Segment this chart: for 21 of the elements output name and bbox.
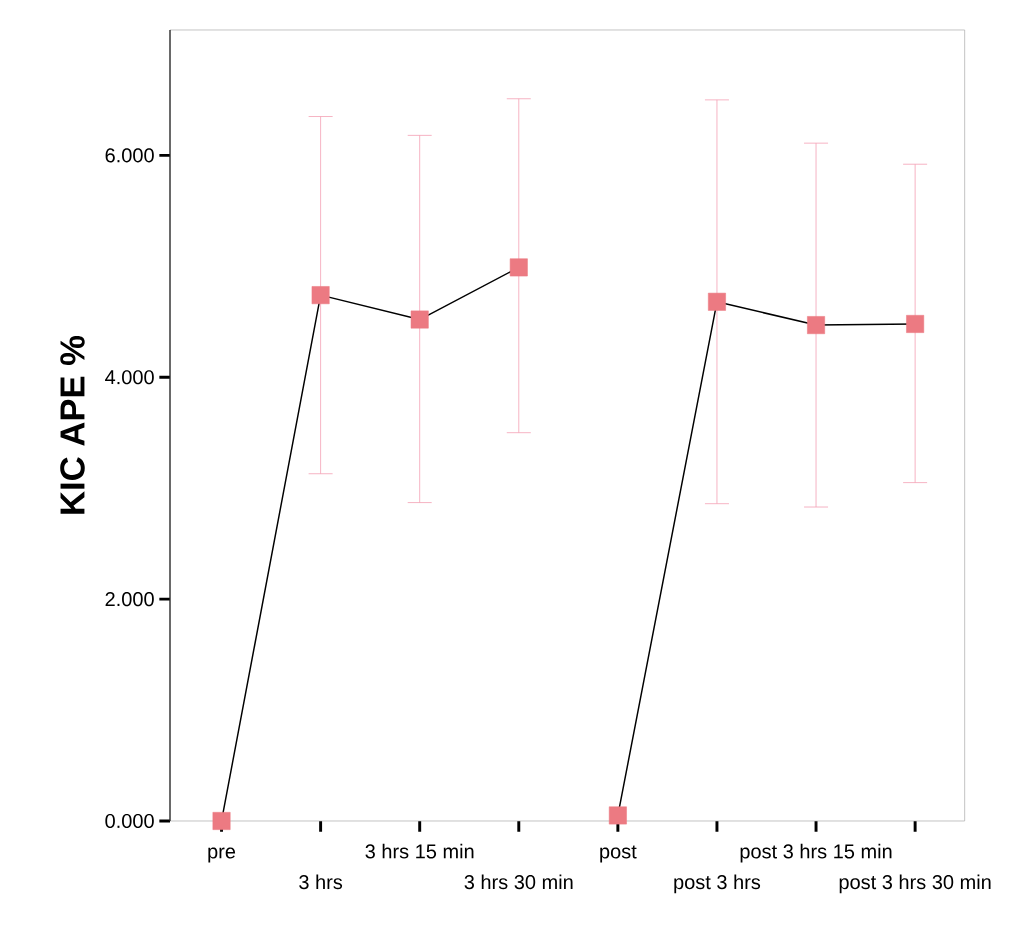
x-tick-label: 3 hrs — [299, 874, 343, 890]
x-tick-label: post 3 hrs — [674, 874, 761, 894]
point — [608, 806, 627, 825]
point — [212, 812, 231, 830]
y-axis-title: KIC APE % — [60, 335, 85, 514]
y-tick-label: 2.000 — [105, 592, 154, 607]
x-tick-label: 3 hrs 30 min — [464, 874, 573, 890]
point — [509, 258, 528, 277]
point — [708, 292, 726, 311]
x-tick-label: 3 hrs 15 min — [365, 843, 474, 859]
x-tick-label: post 3 hrs 30 min — [839, 874, 991, 894]
y-tick-label: 6.000 — [105, 148, 154, 163]
x-tick-label: post 3 hrs 15 min — [740, 843, 892, 863]
point — [807, 316, 825, 335]
y-tick-label: 0.000 — [105, 813, 154, 829]
point — [410, 310, 429, 329]
x-tick-label: pre — [208, 847, 236, 863]
x-tick-label: post — [600, 845, 637, 863]
point — [906, 315, 925, 333]
y-tick-label: 4.000 — [105, 370, 154, 385]
point — [311, 286, 330, 305]
